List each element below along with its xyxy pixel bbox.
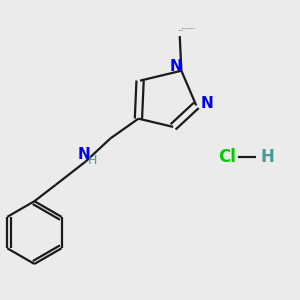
Text: methyl_placeholder: methyl_placeholder bbox=[182, 28, 196, 29]
Text: Cl: Cl bbox=[218, 148, 236, 166]
Text: methyl: methyl bbox=[179, 29, 184, 31]
Text: N: N bbox=[170, 59, 183, 74]
Text: H: H bbox=[88, 154, 97, 167]
Text: N: N bbox=[200, 96, 213, 111]
Text: H: H bbox=[261, 148, 274, 166]
Text: N: N bbox=[78, 148, 90, 163]
